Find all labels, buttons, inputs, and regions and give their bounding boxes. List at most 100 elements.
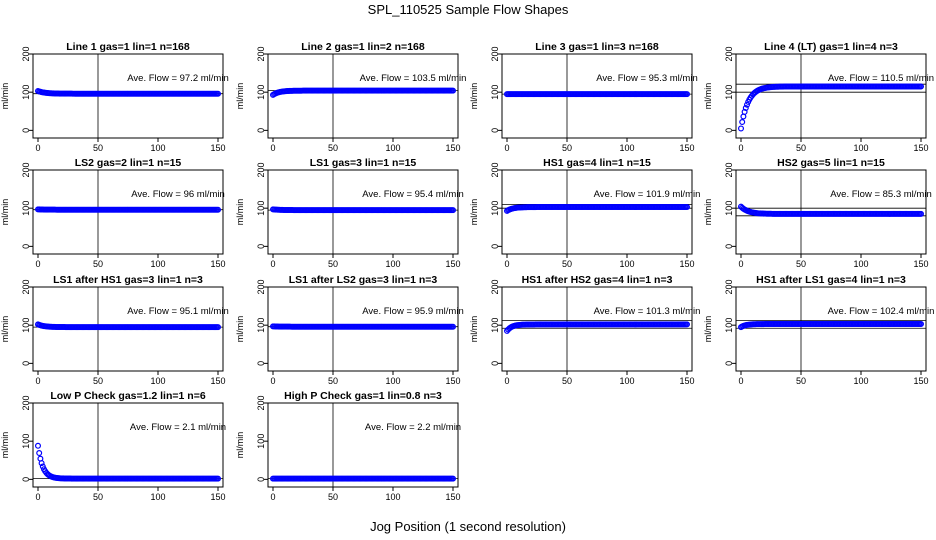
y-tick-label: 200 bbox=[490, 162, 500, 177]
panel-y-label: ml/min bbox=[469, 83, 479, 110]
panel-y-label: ml/min bbox=[0, 316, 10, 343]
y-tick-label: 100 bbox=[724, 201, 734, 216]
y-tick-label: 0 bbox=[256, 128, 266, 133]
x-tick-label: 150 bbox=[679, 259, 694, 269]
data-point bbox=[38, 460, 45, 467]
panel-y-label: ml/min bbox=[703, 83, 713, 110]
x-tick-label: 150 bbox=[445, 143, 460, 153]
data-point bbox=[742, 105, 749, 112]
panel-y-label: ml/min bbox=[703, 316, 713, 343]
y-tick-label: 0 bbox=[256, 361, 266, 366]
panel: HS1 after LS1 gas=4 lin=1 n=3 ml/min 0 50 10… bbox=[703, 274, 934, 386]
panel-frame bbox=[735, 286, 927, 372]
panel-title: High P Check gas=1 lin=0.8 n=3 bbox=[284, 390, 442, 402]
x-tick-label: 0 bbox=[738, 376, 743, 386]
x-tick-label: 50 bbox=[796, 143, 806, 153]
y-tick-label: 0 bbox=[490, 361, 500, 366]
data-point bbox=[450, 323, 457, 330]
x-tick-label: 0 bbox=[35, 376, 40, 386]
panel: HS1 after HS2 gas=4 lin=1 n=3 ml/min 0 50 10… bbox=[469, 274, 700, 386]
y-tick-label: 100 bbox=[490, 85, 500, 100]
y-tick-label: 0 bbox=[724, 361, 734, 366]
y-tick-label: 100 bbox=[21, 434, 31, 449]
x-tick-label: 50 bbox=[93, 259, 103, 269]
panel-frame bbox=[501, 53, 693, 139]
data-point bbox=[683, 91, 690, 98]
panel-y-label: ml/min bbox=[235, 432, 245, 459]
panel: Line 2 gas=1 lin=2 n=168 ml/min 0 50 100 150 0… bbox=[235, 41, 466, 153]
x-tick-label: 0 bbox=[504, 259, 509, 269]
y-tick-label: 0 bbox=[256, 477, 266, 482]
y-tick-label: 100 bbox=[256, 201, 266, 216]
panel-frame bbox=[267, 402, 459, 488]
x-tick-label: 150 bbox=[210, 376, 225, 386]
x-tick-label: 0 bbox=[504, 376, 509, 386]
x-tick-label: 50 bbox=[562, 376, 572, 386]
x-tick-label: 100 bbox=[619, 143, 634, 153]
y-tick-label: 200 bbox=[490, 279, 500, 294]
data-point bbox=[917, 210, 924, 217]
x-tick-label: 100 bbox=[385, 376, 400, 386]
panel-y-label: ml/min bbox=[469, 316, 479, 343]
y-tick-label: 0 bbox=[21, 477, 31, 482]
x-tick-label: 150 bbox=[913, 376, 928, 386]
y-tick-label: 100 bbox=[21, 201, 31, 216]
y-tick-label: 200 bbox=[724, 162, 734, 177]
panel-y-label: ml/min bbox=[235, 83, 245, 110]
average-flow-annotation: Ave. Flow = 97.2 ml/min bbox=[127, 73, 228, 84]
x-tick-label: 150 bbox=[445, 259, 460, 269]
panel-title: HS1 after LS1 gas=4 lin=1 n=3 bbox=[756, 274, 906, 286]
panel: Line 4 (LT) gas=1 lin=4 n=3 ml/min 0 50 100 1… bbox=[703, 41, 934, 153]
data-point bbox=[215, 475, 222, 482]
x-tick-label: 150 bbox=[913, 143, 928, 153]
x-tick-label: 100 bbox=[385, 259, 400, 269]
panel-y-label: ml/min bbox=[469, 199, 479, 226]
data-point bbox=[215, 324, 222, 331]
y-tick-label: 200 bbox=[21, 46, 31, 61]
y-tick-label: 200 bbox=[256, 395, 266, 410]
y-tick-label: 0 bbox=[21, 244, 31, 249]
panel: HS1 gas=4 lin=1 n=15 ml/min 0 50 100 150 0 100 2… bbox=[469, 157, 700, 269]
y-tick-label: 100 bbox=[256, 434, 266, 449]
figure-x-axis-label: Jog Position (1 second resolution) bbox=[370, 519, 566, 534]
y-tick-label: 200 bbox=[256, 162, 266, 177]
panel-frame bbox=[267, 169, 459, 255]
panel-frame bbox=[32, 402, 224, 488]
panel-y-label: ml/min bbox=[0, 432, 10, 459]
panel-y-label: ml/min bbox=[235, 199, 245, 226]
panel-y-label: ml/min bbox=[235, 316, 245, 343]
panel-y-label: ml/min bbox=[0, 199, 10, 226]
data-point bbox=[36, 450, 43, 457]
panel-title: Line 4 (LT) gas=1 lin=4 n=3 bbox=[764, 41, 898, 53]
average-flow-annotation: Ave. Flow = 101.3 ml/min bbox=[594, 306, 701, 317]
y-tick-label: 200 bbox=[256, 46, 266, 61]
data-point bbox=[450, 87, 457, 94]
x-tick-label: 100 bbox=[853, 259, 868, 269]
x-tick-label: 50 bbox=[562, 143, 572, 153]
panel: LS1 after HS1 gas=3 lin=1 n=3 ml/min 0 50 10… bbox=[0, 274, 229, 386]
x-tick-label: 50 bbox=[562, 259, 572, 269]
x-tick-label: 150 bbox=[210, 492, 225, 502]
panel-y-label: ml/min bbox=[0, 83, 10, 110]
panel: LS1 after LS2 gas=3 lin=1 n=3 ml/min 0 50 10… bbox=[235, 274, 464, 386]
x-tick-label: 0 bbox=[738, 259, 743, 269]
panel-title: LS2 gas=2 lin=1 n=15 bbox=[75, 157, 182, 169]
x-tick-label: 150 bbox=[679, 376, 694, 386]
y-tick-label: 200 bbox=[21, 162, 31, 177]
x-tick-label: 150 bbox=[210, 143, 225, 153]
y-tick-label: 0 bbox=[21, 361, 31, 366]
x-tick-label: 50 bbox=[93, 492, 103, 502]
data-point bbox=[743, 101, 750, 108]
data-point bbox=[739, 119, 746, 126]
data-point bbox=[34, 442, 41, 449]
panel-frame bbox=[501, 169, 693, 255]
x-tick-label: 50 bbox=[328, 492, 338, 502]
panel-frame bbox=[735, 169, 927, 255]
data-point bbox=[215, 90, 222, 97]
panel: High P Check gas=1 lin=0.8 n=3 ml/min 0 50 1… bbox=[235, 390, 461, 502]
average-flow-annotation: Ave. Flow = 2.2 ml/min bbox=[365, 422, 461, 433]
y-tick-label: 0 bbox=[724, 244, 734, 249]
data-point bbox=[450, 207, 457, 214]
panel-title: HS1 after HS2 gas=4 lin=1 n=3 bbox=[522, 274, 673, 286]
